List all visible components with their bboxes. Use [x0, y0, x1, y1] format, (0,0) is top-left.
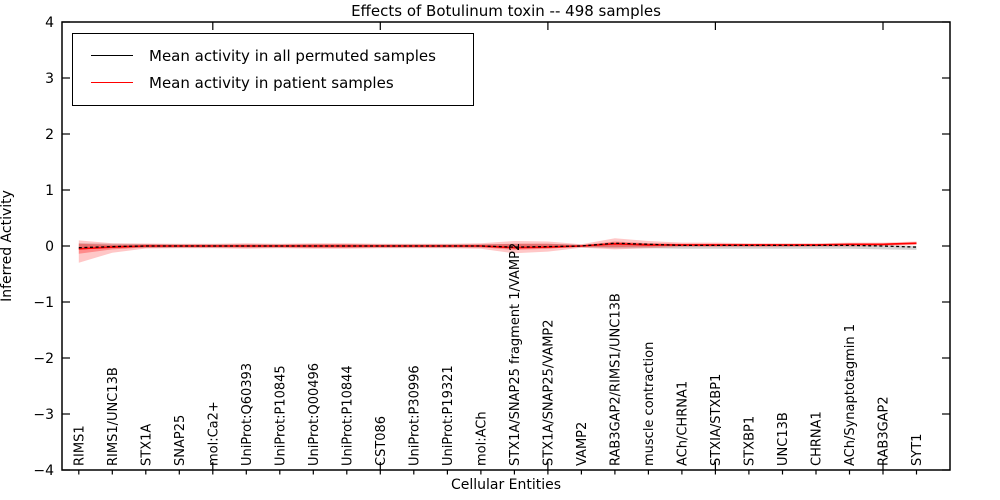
x-category-label: RIMS1/UNC13B — [106, 367, 121, 466]
x-category-label: mol:Ca2+ — [206, 401, 221, 466]
x-category-label: RAB3GAP2 — [877, 396, 892, 466]
x-category-label: VAMP2 — [575, 422, 590, 466]
x-category-label: ACh/CHRNA1 — [675, 381, 690, 466]
x-category-label: mol:ACh — [474, 411, 489, 466]
patient-line-sample — [91, 82, 133, 83]
legend-box: Mean activity in all permuted samples Me… — [72, 33, 474, 106]
x-category-label: STXIA/STXBP1 — [709, 374, 724, 466]
x-category-label: UniProt:P19321 — [441, 365, 456, 466]
y-tick-label: −2 — [33, 351, 54, 367]
y-tick-label: 4 — [45, 15, 54, 31]
y-tick-label: −1 — [33, 295, 54, 311]
legend-label-permuted: Mean activity in all permuted samples — [149, 46, 436, 65]
y-tick-label: −4 — [33, 463, 54, 479]
x-category-label: STX1A/SNAP25/VAMP2 — [541, 319, 556, 466]
x-category-label: CHRNA1 — [810, 411, 825, 466]
y-tick-label: −3 — [33, 407, 54, 423]
x-category-label: RAB3GAP2/RIMS1/UNC13B — [608, 293, 623, 466]
x-category-label: CST086 — [374, 416, 389, 466]
y-tick-label: 1 — [45, 183, 54, 199]
y-tick-label: 3 — [45, 71, 54, 87]
x-category-label: STX1A — [139, 424, 154, 466]
patient-samples-range-outer-band — [78, 238, 917, 263]
x-category-label: STXBP1 — [742, 416, 757, 466]
x-category-label: UniProt:P30996 — [407, 365, 422, 466]
x-axis-label: Cellular Entities — [450, 477, 562, 493]
x-category-label: ACh/Synaptotagmin 1 — [843, 324, 858, 466]
x-category-label: muscle contraction — [642, 342, 657, 466]
permuted-line-sample — [91, 55, 133, 56]
x-category-label: SYT1 — [910, 434, 925, 466]
patient-mean-line — [78, 242, 917, 250]
y-tick-label: 0 — [45, 239, 54, 255]
chart-title: Effects of Botulinum toxin -- 498 sample… — [351, 2, 661, 20]
x-category-label: UNC13B — [776, 412, 791, 466]
x-category-label: RIMS1 — [72, 425, 87, 466]
x-category-label: STX1A/SNAP25 fragment 1/VAMP2 — [508, 243, 523, 466]
x-category-label: SNAP25 — [173, 415, 188, 466]
legend-label-patient: Mean activity in patient samples — [149, 73, 394, 92]
x-category-label: UniProt:P10845 — [273, 365, 288, 466]
x-category-label: UniProt:Q00496 — [307, 363, 322, 466]
legend-entry-permuted: Mean activity in all permuted samples — [85, 42, 461, 69]
x-category-label: UniProt:P10844 — [340, 365, 355, 466]
y-tick-label: 2 — [45, 127, 54, 143]
legend-entry-patient: Mean activity in patient samples — [85, 69, 461, 96]
x-category-label: UniProt:Q60393 — [240, 363, 255, 466]
